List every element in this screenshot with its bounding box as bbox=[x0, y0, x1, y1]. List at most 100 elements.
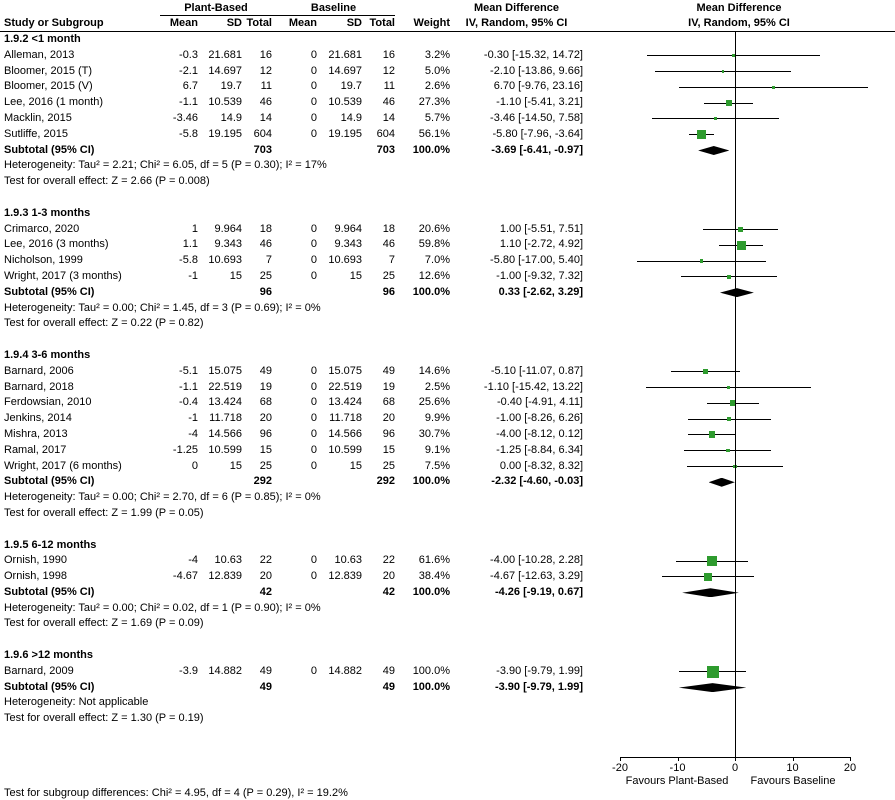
study-name: Ornish, 1998 bbox=[4, 570, 67, 583]
heterogeneity-row: Heterogeneity: Not applicable bbox=[0, 695, 895, 711]
baseline-sd: 10.539 bbox=[328, 96, 362, 109]
plant-total: 18 bbox=[259, 222, 272, 235]
subgroup-title-text: 1.9.5 6-12 months bbox=[4, 538, 97, 551]
cell-empty bbox=[272, 680, 317, 696]
plant-total: 20 bbox=[259, 570, 272, 583]
study-name: Wright, 2017 (3 months) bbox=[4, 269, 122, 282]
baseline-total: 25 bbox=[382, 269, 395, 282]
baseline-sd: 19.195 bbox=[328, 127, 362, 140]
weight-value: 7.0% bbox=[424, 254, 450, 267]
baseline-sd: 14.566 bbox=[328, 427, 362, 440]
overall-effect-text: Test for overall effect: Z = 1.69 (P = 0… bbox=[4, 617, 204, 630]
baseline-mean: 0 bbox=[310, 459, 317, 472]
subtotal-row: Subtotal (95% CI) 703 703 100.0% -3.69 [-6.4… bbox=[0, 143, 895, 159]
baseline-mean: 0 bbox=[310, 127, 317, 140]
effect-square bbox=[729, 400, 736, 407]
group-header-baseline: Baseline bbox=[272, 1, 395, 16]
subtotal-ci-text: -3.69 [-6.41, -0.97] bbox=[491, 143, 583, 156]
effect-square bbox=[725, 99, 732, 107]
cell-empty bbox=[317, 474, 362, 490]
baseline-sd: 14.697 bbox=[328, 64, 362, 77]
plant-mean: -1 bbox=[188, 412, 198, 425]
study-name: Barnard, 2009 bbox=[4, 664, 74, 677]
col-plant-mean: Mean bbox=[169, 17, 198, 29]
zero-effect-line bbox=[735, 31, 736, 757]
baseline-sd: 15 bbox=[349, 459, 362, 472]
col-ci-text-subheader: IV, Random, 95% CI bbox=[465, 17, 568, 29]
plant-mean: -0.4 bbox=[179, 396, 198, 409]
study-name: Barnard, 2018 bbox=[4, 380, 74, 393]
study-row: Barnard, 2006 -5.1 15.075 49 0 15.075 49 14.6% -… bbox=[0, 364, 895, 380]
ci-text: -1.25 [-8.84, 6.34] bbox=[496, 443, 583, 456]
plant-mean: -1.1 bbox=[179, 380, 198, 393]
baseline-total: 14 bbox=[382, 111, 395, 124]
ci-text: -5.80 [-17.00, 5.40] bbox=[490, 254, 583, 267]
weight-value: 61.6% bbox=[418, 554, 450, 567]
plant-mean: 6.7 bbox=[182, 80, 198, 93]
plant-sd: 15 bbox=[229, 459, 242, 472]
weight-value: 9.1% bbox=[424, 443, 450, 456]
plant-sd: 15.075 bbox=[208, 364, 242, 377]
ci-text: -4.00 [-10.28, 2.28] bbox=[490, 554, 583, 567]
subgroup-title-row: 1.9.6 >12 months bbox=[0, 648, 895, 664]
ci-plot-cell bbox=[583, 443, 895, 459]
baseline-mean: 0 bbox=[310, 238, 317, 251]
subtotal-plant-total: 703 bbox=[253, 143, 272, 156]
plant-sd: 14.882 bbox=[208, 664, 242, 677]
study-row: Ferdowsian, 2010 -0.4 13.424 68 0 13.424 68 25.… bbox=[0, 395, 895, 411]
cell-empty bbox=[160, 285, 198, 301]
plant-total: 49 bbox=[259, 664, 272, 677]
subgroup-title-row: 1.9.3 1-3 months bbox=[0, 206, 895, 222]
baseline-total: 604 bbox=[376, 127, 395, 140]
ci-plot-cell bbox=[583, 459, 895, 475]
baseline-total: 46 bbox=[382, 96, 395, 109]
plant-mean: -5.1 bbox=[179, 364, 198, 377]
cell-empty bbox=[198, 680, 242, 696]
weight-value: 12.6% bbox=[418, 269, 450, 282]
overall-effect-text: Test for overall effect: Z = 1.30 (P = 0… bbox=[4, 712, 204, 725]
ci-plot-cell bbox=[583, 569, 895, 585]
study-row: Ornish, 1990 -4 10.63 22 0 10.63 22 61.6% -4.00 … bbox=[0, 553, 895, 569]
effect-square bbox=[700, 259, 704, 263]
study-row: Lee, 2016 (1 month) -1.1 10.539 46 0 10.539 46… bbox=[0, 95, 895, 111]
weight-value: 2.6% bbox=[424, 80, 450, 93]
study-row: Barnard, 2009 -3.9 14.882 49 0 14.882 49 100.0%… bbox=[0, 664, 895, 680]
baseline-total: 11 bbox=[383, 80, 395, 93]
heterogeneity-row: Heterogeneity: Tau² = 0.00; Chi² = 0.02,… bbox=[0, 601, 895, 617]
axis-tick bbox=[735, 757, 736, 761]
baseline-mean: 0 bbox=[310, 412, 317, 425]
baseline-total: 49 bbox=[382, 364, 395, 377]
plant-sd: 14.566 bbox=[208, 427, 242, 440]
plant-mean: -5.8 bbox=[179, 254, 198, 267]
favours-left-label: Favours Plant-Based bbox=[625, 775, 729, 787]
baseline-total: 22 bbox=[382, 554, 395, 567]
weight-value: 59.8% bbox=[418, 238, 450, 251]
study-row: Mishra, 2013 -4 14.566 96 0 14.566 96 30.7% -4.0… bbox=[0, 427, 895, 443]
group-header-plant-based: Plant-Based bbox=[160, 1, 272, 16]
subgroup-title-row: 1.9.4 3-6 months bbox=[0, 348, 895, 364]
baseline-mean: 0 bbox=[310, 269, 317, 282]
axis-tick-label: -20 bbox=[612, 762, 628, 774]
ci-text: -3.46 [-14.50, 7.58] bbox=[490, 111, 583, 124]
baseline-sd: 15.075 bbox=[328, 364, 362, 377]
baseline-sd: 15 bbox=[349, 269, 362, 282]
col-baseline-sd: SD bbox=[346, 17, 362, 29]
effect-square bbox=[738, 226, 744, 233]
ci-plot-cell bbox=[583, 48, 895, 64]
effect-square bbox=[704, 573, 712, 581]
heterogeneity-row: Heterogeneity: Tau² = 0.00; Chi² = 1.45,… bbox=[0, 301, 895, 317]
effect-square bbox=[726, 448, 730, 453]
plant-sd: 10.539 bbox=[208, 96, 242, 109]
study-name: Jenkins, 2014 bbox=[4, 412, 72, 425]
subgroup-title-text: 1.9.6 >12 months bbox=[4, 649, 93, 662]
baseline-mean: 0 bbox=[310, 254, 317, 267]
cell-empty bbox=[272, 285, 317, 301]
plant-mean: -3.9 bbox=[179, 664, 198, 677]
axis-tick bbox=[677, 757, 679, 761]
baseline-total: 12 bbox=[382, 64, 395, 77]
study-row: Lee, 2016 (3 months) 1.1 9.343 46 0 9.343 46 59… bbox=[0, 237, 895, 253]
plant-total: 604 bbox=[253, 127, 272, 140]
subtotal-weight: 100.0% bbox=[412, 143, 450, 156]
plant-total: 25 bbox=[259, 269, 272, 282]
subtotal-baseline-total: 96 bbox=[382, 285, 395, 298]
